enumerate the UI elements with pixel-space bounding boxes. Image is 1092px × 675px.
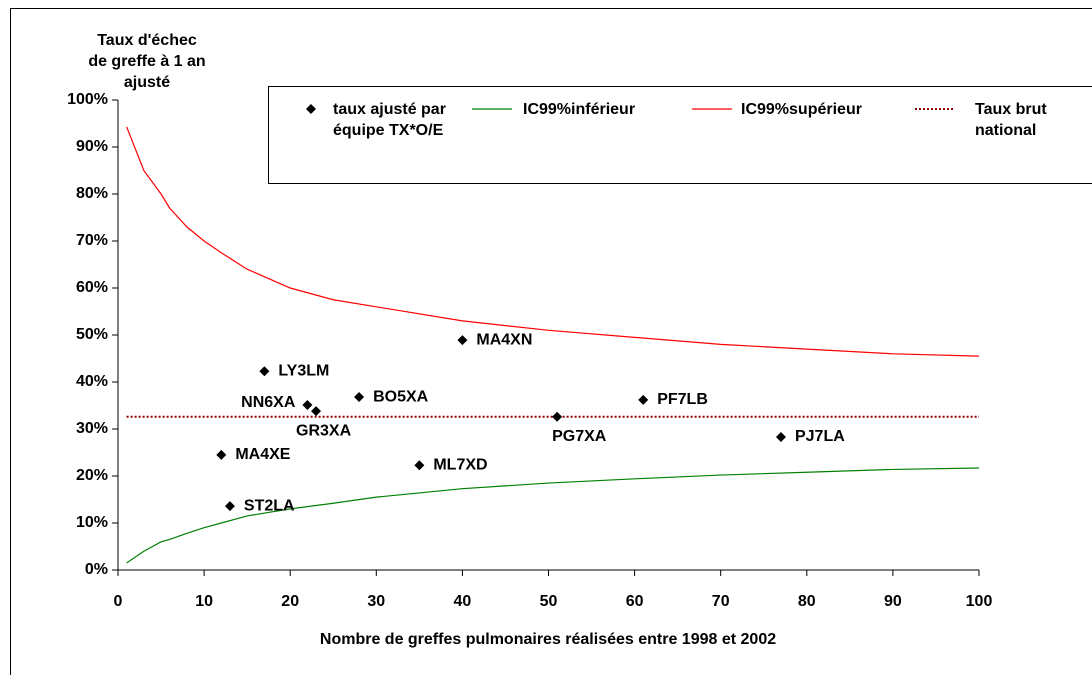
data-point xyxy=(302,400,313,411)
limit-line xyxy=(126,126,980,357)
data-point xyxy=(457,335,468,346)
y-tick-label: 10% xyxy=(76,514,108,531)
point-label: PJ7LA xyxy=(795,428,845,445)
x-tick-label: 90 xyxy=(884,593,902,610)
data-point xyxy=(552,411,563,422)
point-label: BO5XA xyxy=(373,388,429,405)
x-axis-title: Nombre de greffes pulmonaires réalisées … xyxy=(320,631,776,648)
legend-symbol xyxy=(306,104,316,114)
point-label: MA4XE xyxy=(235,446,290,463)
data-point xyxy=(224,501,235,512)
data-point xyxy=(775,431,786,442)
limit-line xyxy=(126,467,980,564)
legend-label: Taux brut national xyxy=(975,101,1047,139)
x-tick-label: 10 xyxy=(195,593,213,610)
x-tick-label: 0 xyxy=(114,593,123,610)
point-label: PF7LB xyxy=(657,391,708,408)
y-tick-label: 100% xyxy=(67,91,108,108)
data-point xyxy=(414,460,425,471)
y-tick-label: 50% xyxy=(76,326,108,343)
y-tick-label: 80% xyxy=(76,185,108,202)
data-point xyxy=(354,392,365,403)
point-label: GR3XA xyxy=(296,422,352,439)
data-point xyxy=(311,406,322,417)
frame xyxy=(10,8,1092,675)
point-label: MA4XN xyxy=(476,331,532,348)
legend-label: IC99%supérieur xyxy=(741,101,862,118)
x-tick-label: 100 xyxy=(966,593,993,610)
x-tick-label: 50 xyxy=(540,593,558,610)
x-tick-label: 20 xyxy=(281,593,299,610)
y-tick-label: 70% xyxy=(76,232,108,249)
y-tick-label: 20% xyxy=(76,467,108,484)
x-tick-label: 40 xyxy=(454,593,472,610)
legend-symbols xyxy=(306,104,955,114)
y-tick-label: 40% xyxy=(76,373,108,390)
y-tick-label: 90% xyxy=(76,138,108,155)
data-point xyxy=(638,394,649,405)
x-tick-label: 80 xyxy=(798,593,816,610)
point-label: NN6XA xyxy=(241,394,296,411)
data-point xyxy=(216,449,227,460)
point-label: ML7XD xyxy=(433,456,487,473)
point-label: ST2LA xyxy=(244,497,295,514)
y-tick-label: 0% xyxy=(85,561,108,578)
y-tick-label: 60% xyxy=(76,279,108,296)
y-tick-label: 30% xyxy=(76,420,108,437)
legend-label: IC99%inférieur xyxy=(523,101,636,118)
point-label: LY3LM xyxy=(278,362,329,379)
legend: taux ajusté par équipe TX*O/E IC99%inféri… xyxy=(268,86,1092,184)
x-tick-label: 30 xyxy=(367,593,385,610)
y-axis-title: Taux d'échec de greffe à 1 an ajusté xyxy=(88,32,206,91)
data-point xyxy=(259,366,270,377)
x-tick-label: 70 xyxy=(712,593,730,610)
point-label: PG7XA xyxy=(552,428,607,445)
x-tick-label: 60 xyxy=(626,593,644,610)
legend-label: taux ajusté par équipe TX*O/E xyxy=(333,101,446,139)
